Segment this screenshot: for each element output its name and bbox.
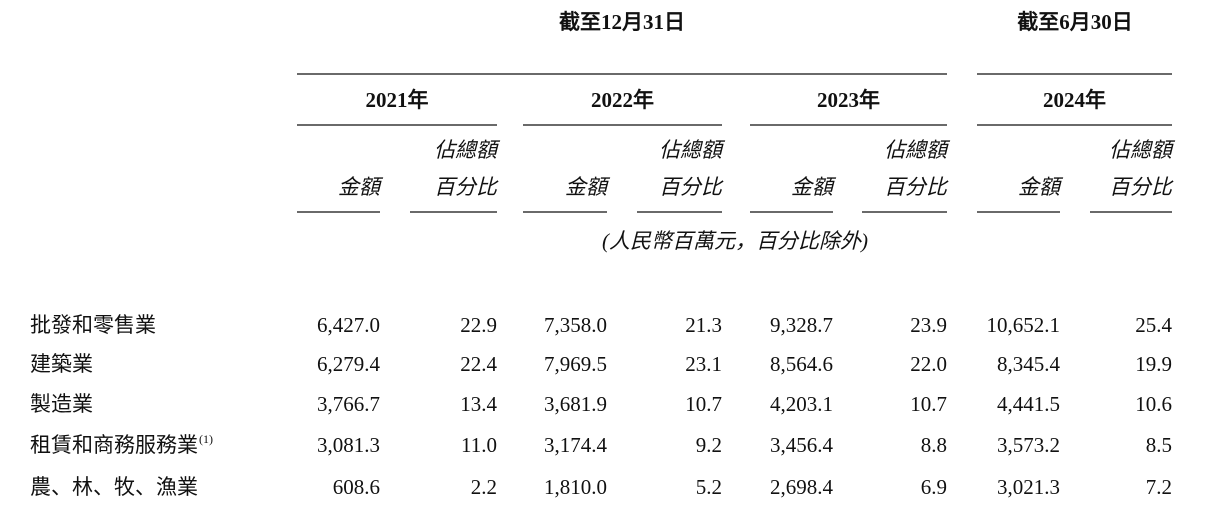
cell-value: 23.9: [910, 313, 947, 337]
footnote-mark: (1): [199, 432, 213, 446]
cell-value: 7,358.0: [544, 313, 607, 337]
row-label: 租賃和商務服務業: [30, 433, 198, 457]
cell-value: 22.4: [460, 352, 497, 376]
cell-value: 3,174.4: [544, 433, 608, 457]
cell-value: 7,969.5: [544, 352, 607, 376]
cell-value: 6,279.4: [317, 352, 381, 376]
year-header: 2024年: [1043, 88, 1106, 112]
row-label: 製造業: [30, 392, 93, 416]
amount-header: 金額: [1018, 175, 1064, 199]
cell-value: 2.2: [471, 475, 497, 499]
cell-value: 4,203.1: [770, 392, 833, 416]
year-header: 2021年: [366, 88, 429, 112]
row-label: 建築業: [30, 352, 93, 376]
cell-value: 6,427.0: [317, 313, 380, 337]
period-header: 截至12月31日: [559, 10, 685, 34]
cell-value: 13.4: [460, 392, 497, 416]
cell-value: 3,766.7: [317, 392, 380, 416]
cell-value: 8,345.4: [997, 352, 1061, 376]
pct-header: 百分比: [434, 175, 499, 199]
period-header: 截至6月30日: [1017, 10, 1133, 34]
row-label: 農、林、牧、漁業: [30, 475, 198, 499]
pct-header: 百分比: [884, 175, 949, 199]
cell-value: 9.2: [696, 433, 722, 457]
cell-value: 3,081.3: [317, 433, 380, 457]
cell-value: 10,652.1: [987, 313, 1061, 337]
amount-header: 金額: [565, 175, 611, 199]
cell-value: 5.2: [696, 475, 722, 499]
cell-value: 11.0: [461, 433, 497, 457]
pct-header: 佔總額: [1109, 138, 1176, 162]
cell-value: 19.9: [1135, 352, 1172, 376]
cell-value: 1,810.0: [544, 475, 607, 499]
cell-value: 3,021.3: [997, 475, 1060, 499]
cell-value: 25.4: [1135, 313, 1172, 337]
cell-value: 2,698.4: [770, 475, 834, 499]
cell-value: 22.0: [910, 352, 947, 376]
amount-header: 金額: [338, 175, 384, 199]
pct-header: 百分比: [1109, 175, 1174, 199]
cell-value: 8.8: [921, 433, 947, 457]
amount-header: 金額: [791, 175, 837, 199]
cell-value: 4,441.5: [997, 392, 1060, 416]
cell-value: 3,681.9: [544, 392, 607, 416]
cell-value: 10.6: [1135, 392, 1172, 416]
cell-value: 10.7: [685, 392, 722, 416]
row-label: 批發和零售業: [30, 313, 156, 337]
unit-note: (人民幣百萬元，百分比除外): [602, 229, 868, 253]
cell-value: 608.6: [333, 475, 380, 499]
pct-header: 佔總額: [659, 138, 726, 162]
cell-value: 8,564.6: [770, 352, 833, 376]
year-header: 2023年: [817, 88, 880, 112]
cell-value: 3,456.4: [770, 433, 834, 457]
cell-value: 7.2: [1146, 475, 1172, 499]
pct-header: 百分比: [659, 175, 724, 199]
year-header: 2022年: [591, 88, 654, 112]
cell-value: 23.1: [685, 352, 722, 376]
pct-header: 佔總額: [434, 138, 501, 162]
pct-header: 佔總額: [884, 138, 951, 162]
cell-value: 8.5: [1146, 433, 1172, 457]
cell-value: 22.9: [460, 313, 497, 337]
cell-value: 3,573.2: [997, 433, 1060, 457]
cell-value: 10.7: [910, 392, 947, 416]
cell-value: 9,328.7: [770, 313, 833, 337]
cell-value: 6.9: [921, 475, 947, 499]
cell-value: 21.3: [685, 313, 722, 337]
